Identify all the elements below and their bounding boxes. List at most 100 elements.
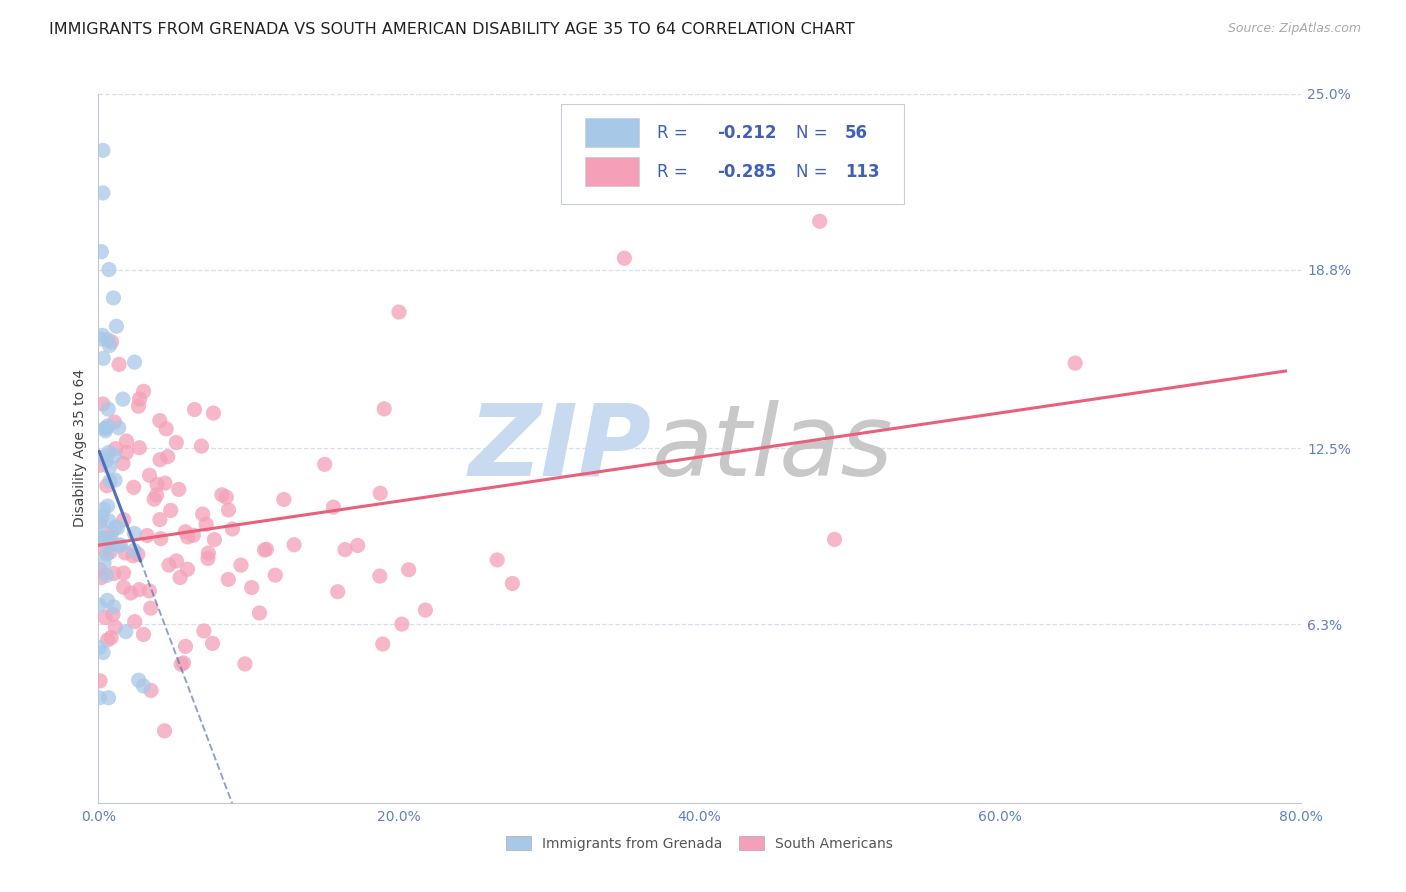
Text: 113: 113	[845, 162, 880, 181]
Point	[326, 584, 349, 599]
Point	[89, 640, 111, 655]
Point	[100, 535, 122, 549]
Point	[146, 477, 169, 491]
Point	[98, 338, 121, 352]
Text: IMMIGRANTS FROM GRENADA VS SOUTH AMERICAN DISABILITY AGE 35 TO 64 CORRELATION CH: IMMIGRANTS FROM GRENADA VS SOUTH AMERICA…	[49, 22, 855, 37]
Point	[89, 518, 111, 533]
Text: R =: R =	[658, 162, 699, 181]
Point	[91, 328, 114, 343]
Point	[100, 525, 122, 540]
Point	[138, 468, 160, 483]
Point	[132, 679, 155, 693]
Point	[202, 406, 225, 420]
Point	[97, 445, 120, 459]
Point	[97, 402, 120, 417]
Point	[103, 291, 125, 305]
Point	[115, 434, 138, 448]
Point	[283, 538, 305, 552]
Point	[101, 607, 124, 622]
Point	[89, 515, 111, 529]
Point	[100, 631, 122, 645]
Point	[398, 563, 420, 577]
Point	[96, 333, 118, 347]
Point	[486, 553, 509, 567]
Point	[132, 627, 155, 641]
Point	[217, 573, 239, 587]
Point	[97, 262, 120, 277]
Point	[195, 517, 218, 532]
Point	[254, 542, 277, 557]
Y-axis label: Disability Age 35 to 64: Disability Age 35 to 64	[73, 369, 87, 527]
Point	[107, 521, 129, 535]
Point	[93, 502, 115, 516]
Point	[90, 509, 112, 524]
Point	[94, 534, 117, 549]
Point	[96, 593, 118, 607]
Point	[333, 542, 356, 557]
Point	[221, 522, 243, 536]
Point	[165, 554, 187, 568]
Point	[153, 723, 176, 738]
Point	[124, 615, 146, 629]
Point	[217, 503, 239, 517]
Point	[211, 488, 233, 502]
Point	[96, 547, 118, 561]
Point	[156, 450, 179, 464]
Point	[808, 214, 831, 228]
Point	[215, 490, 238, 504]
FancyBboxPatch shape	[561, 104, 904, 203]
Point	[169, 570, 191, 584]
Point	[96, 568, 118, 582]
Point	[201, 636, 224, 650]
Legend: Immigrants from Grenada, South Americans: Immigrants from Grenada, South Americans	[501, 830, 898, 856]
Point	[90, 244, 112, 259]
Text: N =: N =	[796, 124, 838, 142]
Point	[91, 397, 114, 411]
Point	[155, 422, 177, 436]
Point	[91, 532, 114, 546]
Point	[193, 624, 215, 638]
Point	[104, 620, 127, 634]
Point	[94, 421, 117, 435]
Point	[139, 683, 162, 698]
Point	[112, 566, 135, 580]
Point	[104, 520, 127, 534]
Point	[149, 532, 172, 546]
Point	[100, 334, 122, 349]
Point	[149, 513, 172, 527]
Point	[124, 355, 146, 369]
Point	[89, 690, 111, 705]
Point	[107, 421, 129, 435]
Point	[101, 537, 124, 551]
Point	[613, 251, 636, 265]
Point	[96, 479, 118, 493]
Point	[112, 513, 135, 527]
Point	[94, 610, 117, 624]
Point	[165, 435, 187, 450]
Point	[253, 543, 276, 558]
Point	[108, 358, 131, 372]
Point	[138, 583, 160, 598]
Point	[103, 599, 125, 614]
Text: R =: R =	[658, 124, 699, 142]
Point	[174, 524, 197, 539]
Point	[90, 332, 112, 346]
Point	[183, 402, 205, 417]
Point	[322, 500, 344, 515]
Point	[368, 569, 391, 583]
Point	[103, 415, 125, 429]
Point	[110, 538, 132, 552]
Point	[122, 549, 145, 563]
Point	[229, 558, 252, 573]
Point	[98, 533, 121, 547]
Point	[170, 657, 193, 672]
Point	[346, 539, 368, 553]
Point	[176, 562, 198, 576]
Point	[197, 546, 219, 560]
Point	[111, 392, 134, 406]
Point	[127, 547, 149, 561]
Point	[97, 690, 120, 705]
Point	[93, 543, 115, 558]
Point	[391, 617, 413, 632]
Point	[94, 424, 117, 438]
